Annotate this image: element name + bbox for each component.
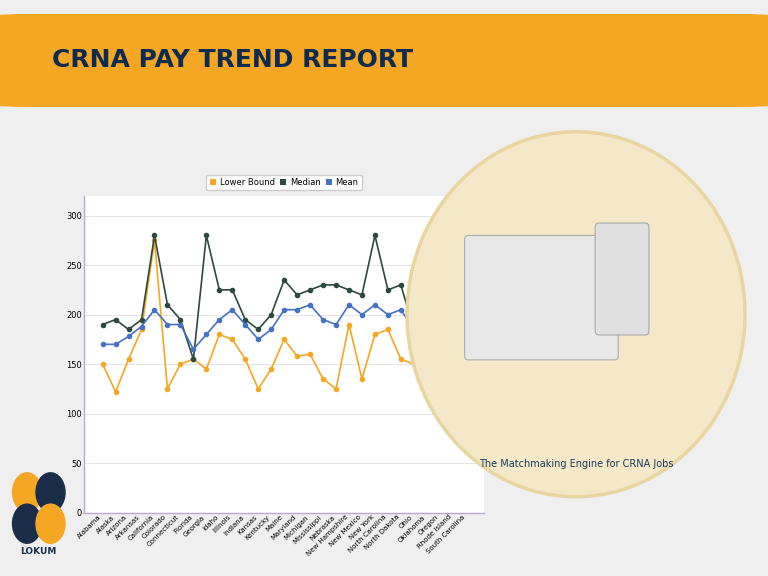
- Text: LOKUM: LOKUM: [21, 547, 57, 556]
- Circle shape: [407, 132, 745, 497]
- Circle shape: [35, 472, 66, 513]
- Legend: Lower Bound, Median, Mean: Lower Bound, Median, Mean: [207, 175, 362, 190]
- Circle shape: [12, 472, 42, 513]
- FancyBboxPatch shape: [465, 236, 618, 360]
- FancyBboxPatch shape: [595, 223, 649, 335]
- Text: The Matchmaking Engine for CRNA Jobs: The Matchmaking Engine for CRNA Jobs: [478, 458, 674, 468]
- Circle shape: [35, 503, 66, 544]
- FancyBboxPatch shape: [0, 15, 768, 106]
- Text: CRNA PAY TREND REPORT: CRNA PAY TREND REPORT: [52, 48, 413, 73]
- Circle shape: [12, 503, 42, 544]
